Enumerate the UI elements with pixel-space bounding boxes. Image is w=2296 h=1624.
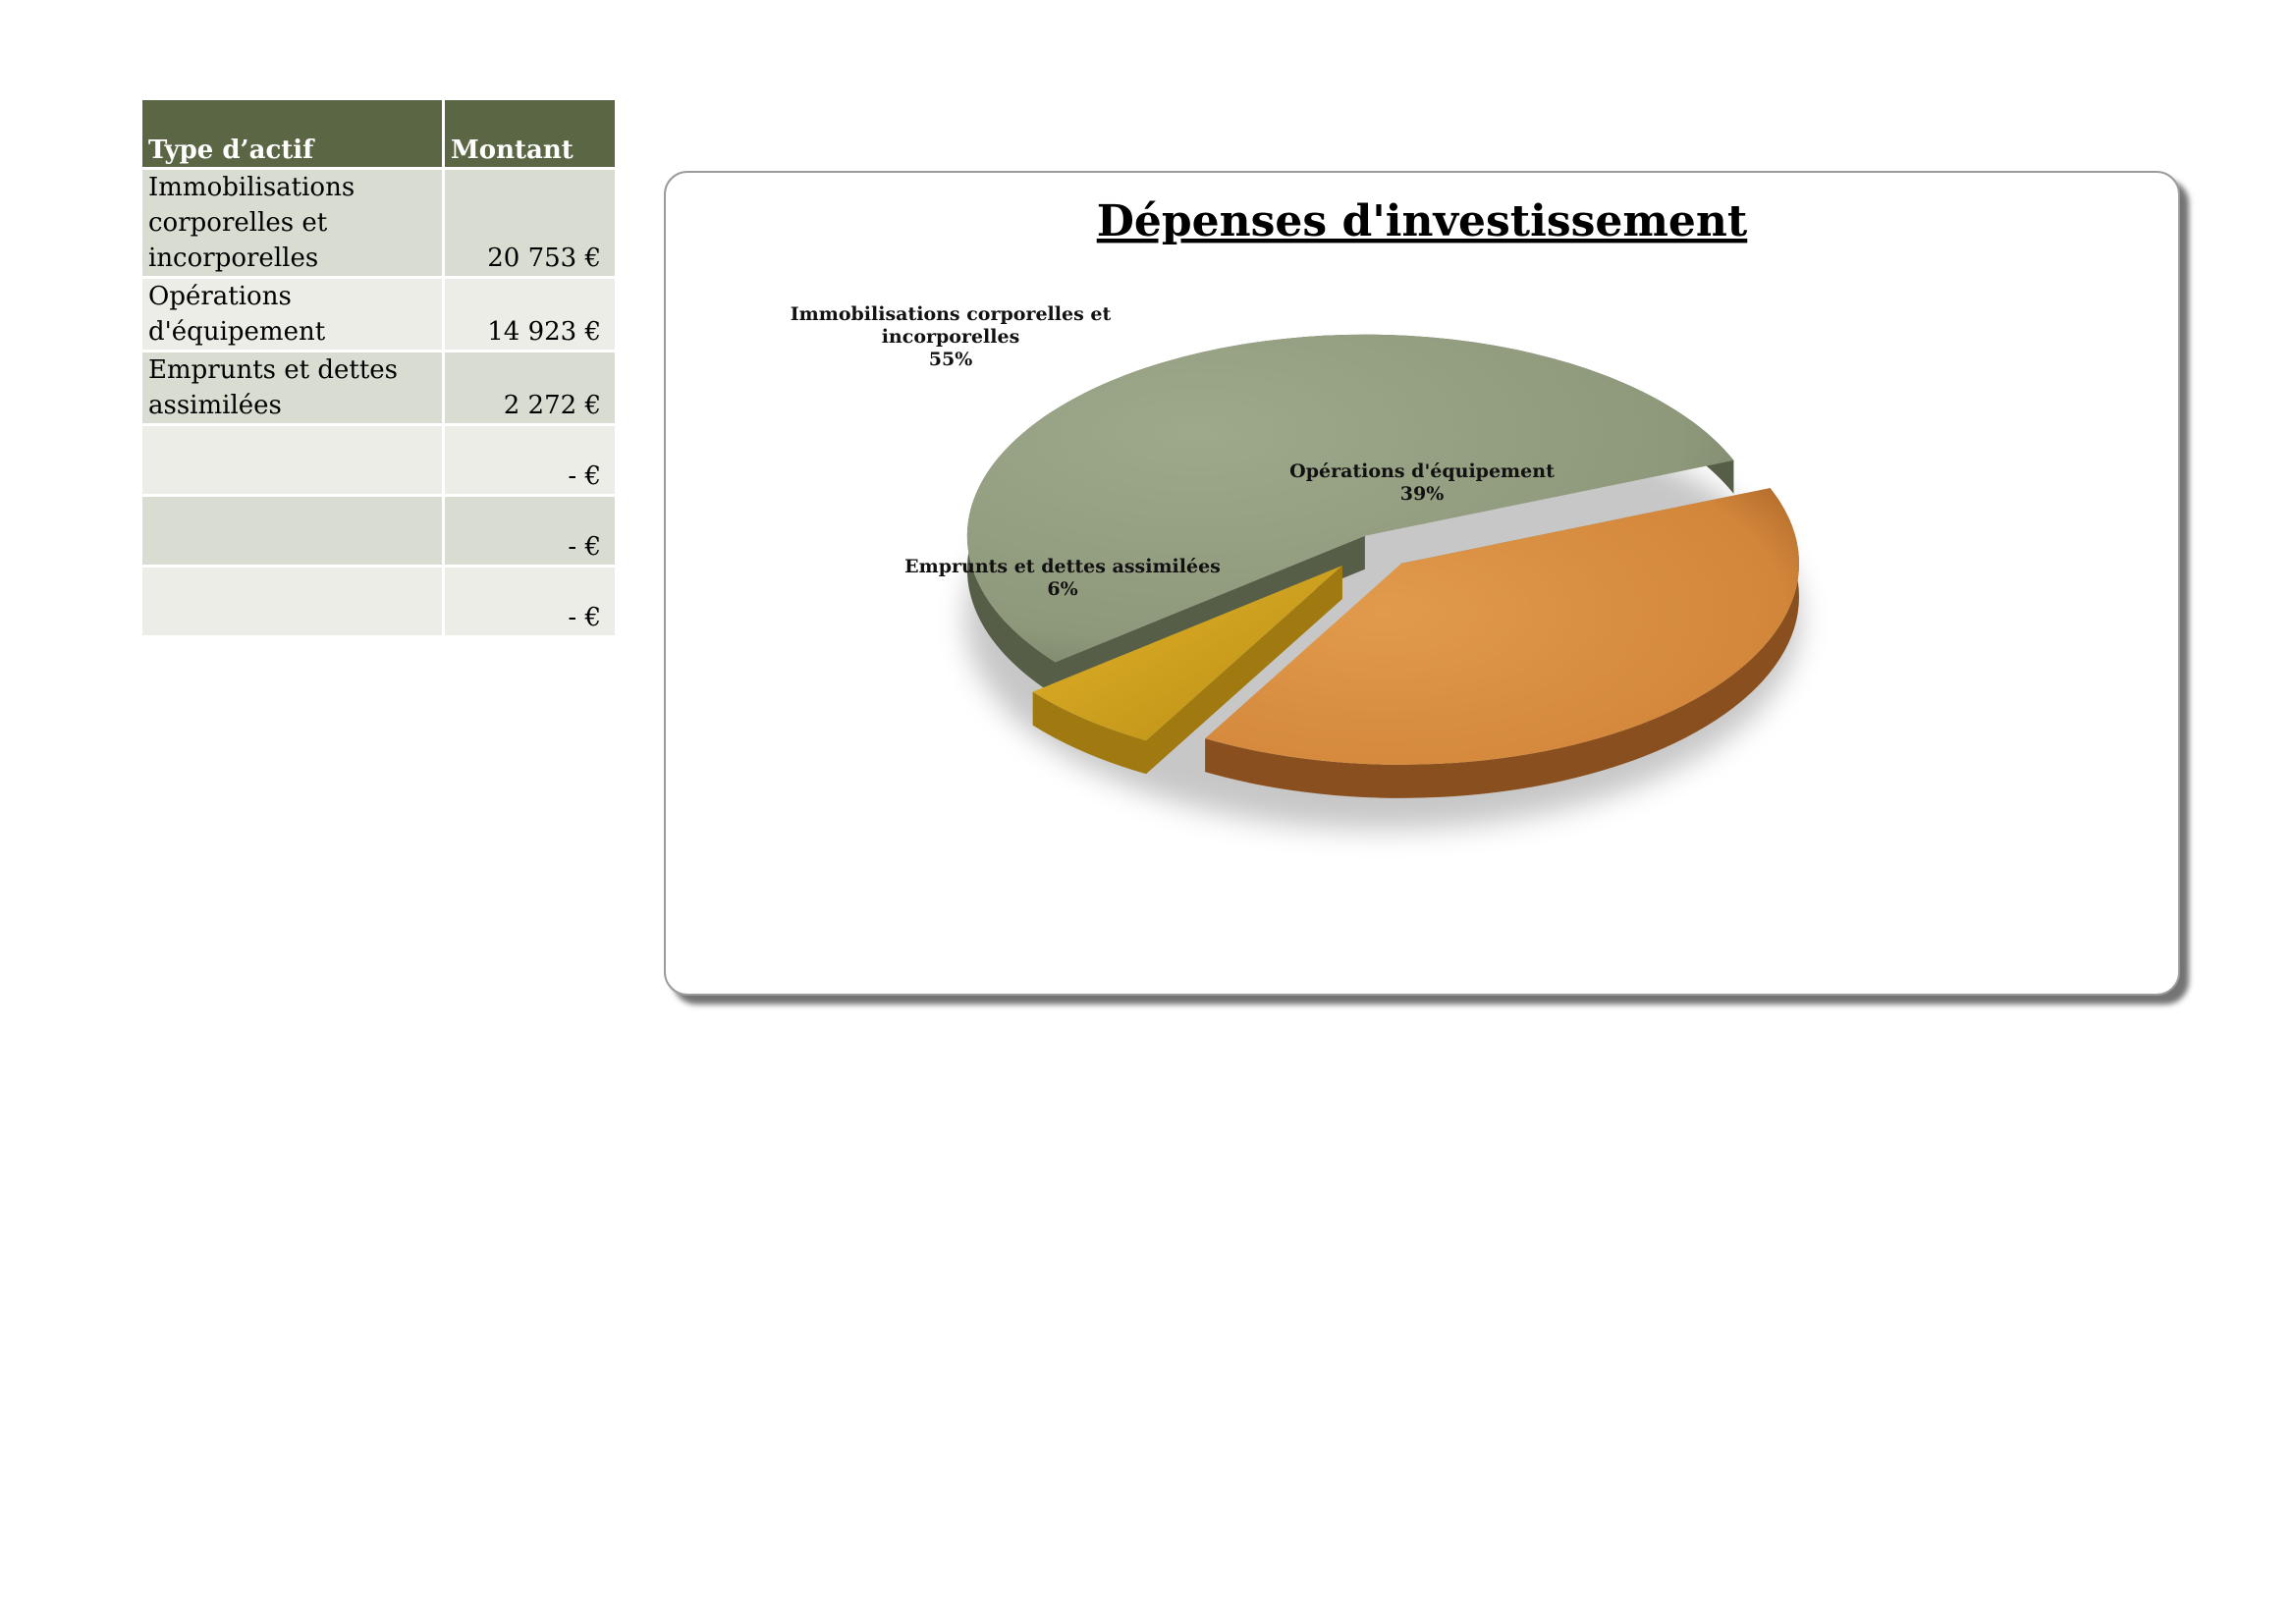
table-row: - € (142, 494, 615, 565)
data-label-operations-equipement: Opérations d'équipement 39% (1289, 460, 1555, 505)
data-label-immobilisations: Immobilisations corporelles et incorporel… (791, 303, 1112, 370)
data-label-line: Opérations d'équipement (1289, 460, 1555, 482)
asset-type-line: incorporelles (148, 244, 319, 273)
data-label-line: 55% (929, 349, 973, 370)
table-row: Immobilisations corporelles et incorporell… (142, 167, 615, 276)
pie-slices (966, 334, 1799, 798)
asset-type-line: corporelles et (148, 208, 328, 238)
asset-type-cell: Immobilisations corporelles et incorporell… (142, 167, 445, 276)
slice-emprunts-dettes-side (1032, 565, 1342, 775)
slice-emprunts-dettes (1032, 565, 1342, 775)
amount-cell: - € (445, 423, 615, 494)
chart-title: Dépenses d'investissement (1097, 196, 1748, 246)
amount-cell: 2 272 € (445, 350, 615, 423)
pie-labels: Immobilisations corporelles et incorporel… (791, 303, 1555, 600)
table-row: - € (142, 565, 615, 635)
table-header-row: Type d’actif Montant (142, 100, 615, 167)
data-label-line: 39% (1400, 483, 1445, 505)
amount-cell: 14 923 € (445, 276, 615, 350)
asset-type-line: Opérations (148, 282, 292, 311)
slice-operations-equipement-top (1205, 488, 1799, 765)
data-label-line: 6% (1047, 578, 1077, 600)
slice-immobilisations-side (966, 334, 1734, 696)
amount-cell: - € (445, 565, 615, 635)
amount-cell: - € (445, 494, 615, 565)
header-type: Type d’actif (142, 100, 445, 167)
table-row: - € (142, 423, 615, 494)
asset-type-line: d'équipement (148, 317, 326, 347)
asset-type-line: Immobilisations (148, 173, 355, 202)
data-label-line: incorporelles (882, 326, 1020, 348)
slice-immobilisations-top (966, 334, 1734, 663)
chart-frame: Dépenses d'investissement Immobilisation… (664, 171, 2180, 996)
slice-operations-equipement-side (1205, 488, 1799, 798)
table-row: Opérations d'équipement 14 923 € (142, 276, 615, 350)
data-label-line: Emprunts et dettes assimilées (904, 556, 1221, 577)
data-label-emprunts-dettes: Emprunts et dettes assimilées 6% (904, 556, 1221, 600)
asset-type-cell (142, 423, 445, 494)
asset-type-cell: Emprunts et dettes assimilées (142, 350, 445, 423)
asset-table: Type d’actif Montant Immobilisations corp… (142, 100, 615, 635)
slice-immobilisations (966, 334, 1734, 696)
pie-chart: Dépenses d'investissement Immobilisation… (791, 196, 1800, 830)
table-row: Emprunts et dettes assimilées 2 272 € (142, 350, 615, 423)
asset-type-cell: Opérations d'équipement (142, 276, 445, 350)
data-label-line: Immobilisations corporelles et (791, 303, 1112, 325)
asset-type-line: assimilées (148, 391, 282, 420)
slice-operations-equipement (1205, 488, 1799, 798)
asset-type-cell (142, 494, 445, 565)
slice-emprunts-dettes-top (1032, 565, 1342, 741)
amount-cell: 20 753 € (445, 167, 615, 276)
header-amount: Montant (445, 100, 615, 167)
table-body: Immobilisations corporelles et incorporell… (142, 167, 615, 635)
asset-type-line: Emprunts et dettes (148, 355, 399, 385)
asset-type-cell (142, 565, 445, 635)
